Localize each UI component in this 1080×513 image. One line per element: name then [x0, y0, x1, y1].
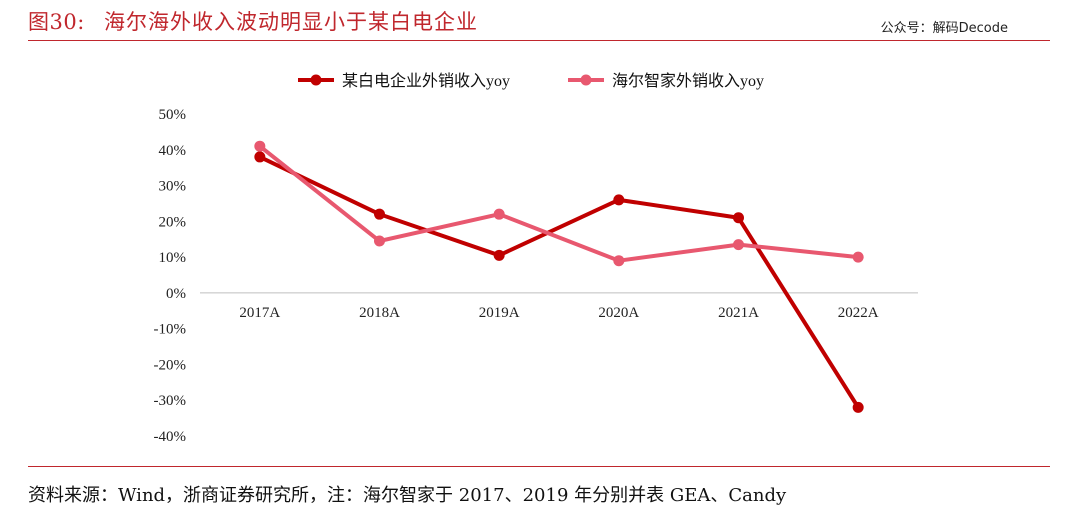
series-2-point — [733, 239, 744, 251]
bottom-divider — [28, 466, 1050, 467]
series-1-point — [852, 401, 864, 413]
y-tick-label: 0% — [166, 286, 186, 302]
series-1-point — [374, 208, 385, 220]
series-1-point — [493, 249, 505, 261]
series-2-point — [493, 208, 505, 220]
y-tick-label: 20% — [159, 214, 187, 230]
x-tick-label: 2019A — [479, 305, 520, 321]
chart-title: 海尔海外收入波动明显小于某白电企业 — [104, 10, 478, 34]
y-tick-label: 40% — [159, 143, 187, 159]
legend-swatch-marker — [580, 74, 592, 86]
legend-label: 海尔智家外销收入yoy — [612, 72, 764, 90]
watermark-text: 公众号：解码Decode — [880, 21, 1008, 36]
series-2-point — [254, 140, 266, 152]
legend-swatch-marker — [310, 74, 322, 86]
y-tick-label: -40% — [154, 429, 187, 445]
y-tick-label: -20% — [154, 357, 187, 373]
x-tick-label: 2020A — [598, 305, 639, 321]
y-tick-label: 10% — [159, 250, 187, 266]
series-1-point — [733, 212, 744, 224]
y-tick-label: 30% — [159, 179, 187, 195]
x-tick-label: 2021A — [718, 305, 759, 321]
series-2-point — [852, 251, 864, 263]
y-tick-label: -30% — [154, 393, 187, 409]
series-2-point — [374, 235, 385, 247]
series-1-point — [613, 194, 625, 206]
x-tick-label: 2018A — [359, 305, 400, 321]
y-tick-label: 50% — [159, 107, 187, 123]
figure-label: 图30: — [28, 10, 85, 34]
source-note: 资料来源：Wind，浙商证券研究所，注：海尔智家于 2017、2019 年分别并… — [28, 485, 787, 506]
series-2-point — [613, 255, 625, 267]
x-tick-label: 2017A — [239, 305, 280, 321]
series-1-point — [254, 151, 266, 163]
top-divider — [28, 40, 1050, 41]
y-tick-label: -10% — [154, 322, 187, 338]
series-line-2 — [258, 144, 859, 263]
legend-label: 某白电企业外销收入yoy — [342, 72, 510, 90]
x-tick-label: 2022A — [838, 305, 879, 321]
series-line-1 — [258, 155, 860, 409]
